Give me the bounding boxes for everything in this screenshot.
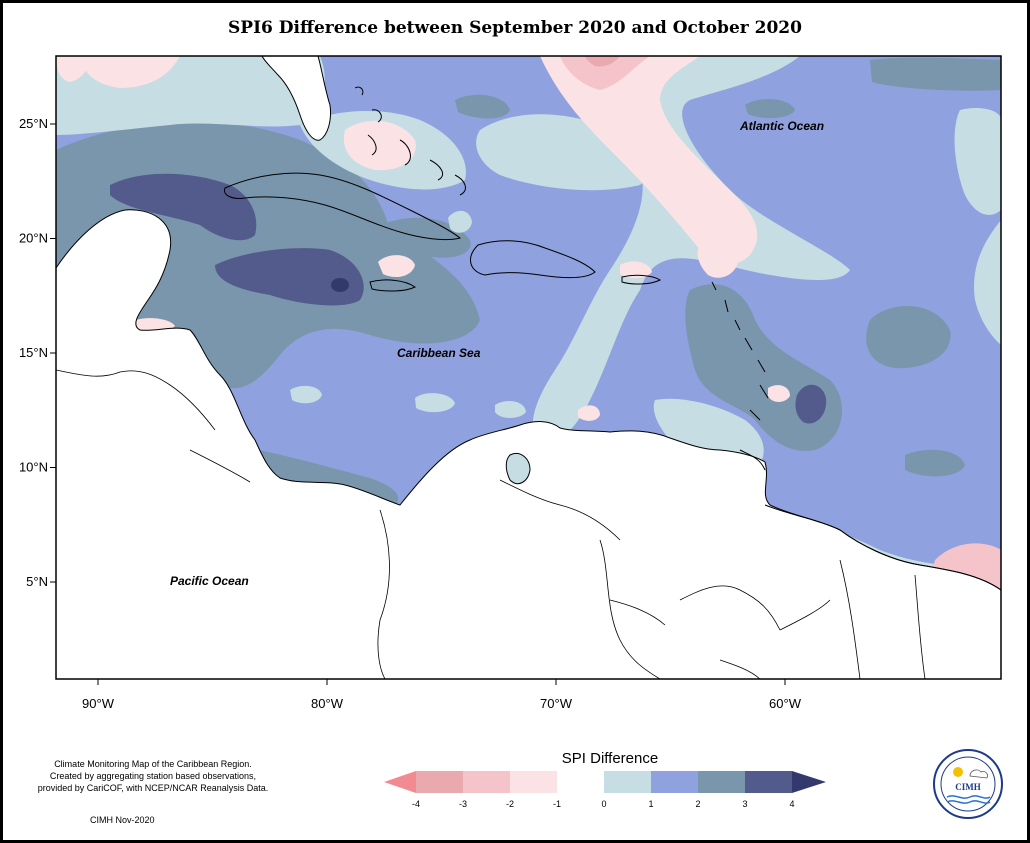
land-central-america [56,209,1001,679]
credit-line-1: Climate Monitoring Map of the Caribbean … [54,759,252,769]
field-neg1-hispaniola [620,261,652,279]
legend-ticks: -4 -3 -2 -1 0 1 2 3 4 [412,799,795,809]
legend-tick-label: 4 [789,799,794,809]
logo-name: CIMH [955,782,981,792]
land-lesser-antilles [711,281,769,471]
legend-tick-label: -3 [459,799,467,809]
field-neg1-barbados [768,385,790,402]
field-level1-east-band [974,220,1001,345]
land-masses [56,56,1001,679]
field-level1-atlantic-ridge [532,56,850,441]
land-florida [261,56,331,141]
country-borders [56,369,926,679]
field-neg1-jamaica [378,255,415,277]
legend-bin-4 [557,771,604,793]
wave-icon [946,795,991,799]
field-level3-atlantic [745,98,795,119]
lon-tick-label: 80°W [311,696,344,711]
field-neg1-gulf-north [56,56,90,82]
lat-tick-label: 20°N [19,231,48,246]
lon-tick-label: 60°W [769,696,802,711]
lat-tick-label: 5°N [26,574,48,589]
legend-tick-label: 3 [742,799,747,809]
field-neg2-atlantic-plume [560,56,650,90]
sun-icon [953,767,963,777]
field-neg1-atlantic-plume [540,56,758,265]
coast-northeast-sa [764,504,1001,591]
cimh-logo: CIMH [933,749,1003,819]
legend-tick-label: 2 [695,799,700,809]
field-level3-ne [870,57,1001,91]
legend-tick-label: -1 [553,799,561,809]
lat-tick-label: 25°N [19,116,48,131]
legend-tick-label: -4 [412,799,420,809]
field-neg1-nw-corner [80,56,180,88]
land-puerto-rico [621,274,662,285]
map-border [55,55,1002,680]
legend-bin-6 [651,771,698,793]
legend-arrow-left [384,771,416,793]
legend-bin-3 [510,771,557,793]
lake-maracaibo [505,453,531,485]
field-level3-east [866,306,951,369]
field-level1-spots [290,385,526,418]
lon-tick-label: 70°W [540,696,573,711]
longitude-axis: 90°W 80°W 70°W 60°W [82,679,802,711]
legend-bin-7 [698,771,745,793]
land-bahamas [354,86,466,196]
label-atlantic-ocean: Atlantic Ocean [739,119,824,133]
field-neg1-puerto-rico [697,243,738,278]
legend-arrow-right [792,771,826,793]
legend-bin-5 [604,771,651,793]
land-hispaniola [470,240,596,279]
credit-line-3: provided by CariCOF, with NCEP/NCAR Rean… [37,783,269,793]
credit-text: Climate Monitoring Map of the Caribbean … [22,758,284,794]
field-level3-bahamas [455,94,510,119]
field-level4-dot [331,278,349,292]
cloud-icon [969,769,988,779]
legend-colorbar [384,771,826,793]
credit-date: CIMH Nov-2020 [90,815,155,825]
map-title: SPI6 Difference between September 2020 a… [228,18,802,38]
field-level4-east [795,384,827,424]
lat-tick-label: 10°N [19,460,48,475]
field-neg1-bahamas [343,120,416,171]
legend-tick-label: 1 [648,799,653,809]
legend-bin-8 [745,771,792,793]
field-level1-east-edge [954,108,1001,215]
field-neg1-aruba [578,405,600,421]
field-level1-central-isle [448,210,472,233]
land-cuba [223,172,462,241]
land-jamaica [369,279,416,292]
field-level4-center [215,248,364,306]
field-level3-guiana [905,449,965,477]
label-pacific-ocean: Pacific Ocean [170,574,249,588]
spi-field [56,56,1001,679]
field-neg3-atlantic-spot [585,56,620,67]
lat-tick-label: 15°N [19,345,48,360]
wave-icon-2 [946,800,991,804]
field-level4-west [110,173,257,241]
legend-tick-label: -2 [506,799,514,809]
lon-tick-label: 90°W [82,696,115,711]
legend-bin-1 [416,771,463,793]
legend-title: SPI Difference [561,750,659,767]
legend-bin-2 [463,771,510,793]
label-caribbean-sea: Caribbean Sea [397,346,481,360]
credit-line-2: Created by aggregating station based obs… [49,771,257,781]
legend-tick-label: 0 [601,799,606,809]
latitude-axis: 25°N 20°N 15°N 10°N 5°N [19,116,56,589]
